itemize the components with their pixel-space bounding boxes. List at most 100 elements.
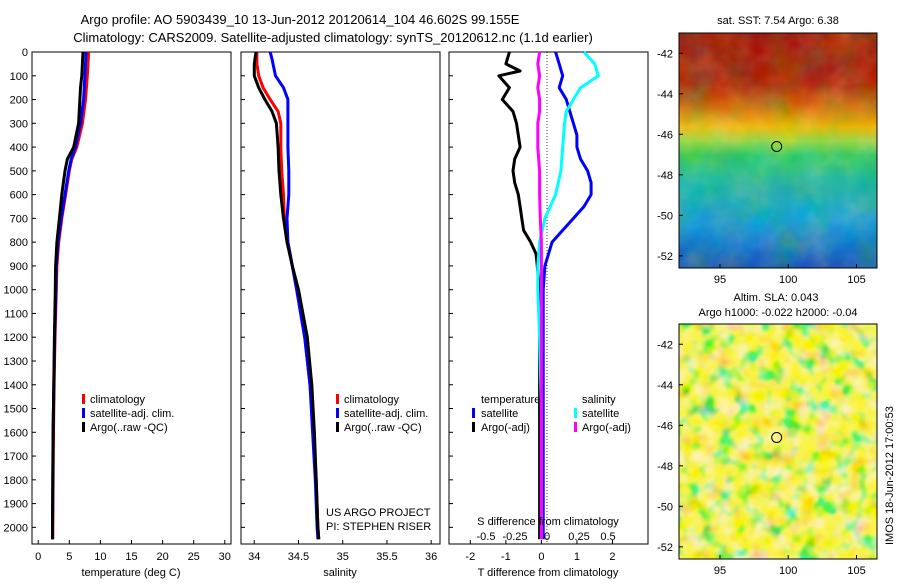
- legend-label-satellite: satellite-adj. clim.: [90, 408, 174, 420]
- sst-map-panel: sat. SST: 7.54 Argo: 6.38 95 100 105 -42 -44…: [657, 15, 878, 286]
- temperature-x-label: temperature (deg C): [81, 567, 180, 579]
- title-line-2: Climatology: CARS2009. Satellite-adjuste…: [73, 30, 593, 45]
- salinity-legend: climatology satellite-adj. clim. Argo(..…: [336, 394, 428, 434]
- x-tick-label: -1: [501, 551, 511, 563]
- legend-label-t-satellite: satellite: [481, 408, 518, 420]
- depth-tick-label: 2000: [4, 522, 28, 534]
- series-salinity-argo-adj-: [536, 51, 543, 540]
- series-climatology: [51, 51, 91, 540]
- sla-map-title-1: Altim. SLA: 0.043: [734, 292, 819, 304]
- pi-annotation: PI: STEPHEN RISER: [326, 521, 431, 533]
- sst-map-axes: 95 100 105 -42 -44 -46 -48 -50 -52: [657, 48, 866, 286]
- x-tick-label: 1: [574, 551, 580, 563]
- project-annotation: US ARGO PROJECT: [326, 507, 431, 519]
- map-y-tick-label: -46: [657, 129, 673, 141]
- temperature-legend: climatology satellite-adj. clim. Argo(..…: [82, 394, 174, 434]
- legend-swatch-argo: [336, 422, 339, 432]
- x-tick-label: 35.5: [376, 551, 397, 563]
- legend-swatch-t-argo: [472, 422, 475, 432]
- argo-location-marker: [771, 432, 783, 443]
- legend-label-satellite: satellite-adj. clim.: [344, 408, 428, 420]
- s-diff-tick-label: -0.5: [477, 531, 496, 543]
- x-tick-label: 34.5: [288, 551, 309, 563]
- legend-header-temperature: temperature: [481, 394, 540, 406]
- depth-tick-label: 1600: [4, 427, 28, 439]
- temperature-x-axis: 0 5 10 15 20 25 30: [35, 540, 231, 563]
- legend-label-climatology: climatology: [344, 394, 400, 406]
- s-diff-tick-label: 0.5: [600, 531, 615, 543]
- map-x-tick-label: 105: [847, 565, 865, 577]
- x-tick-label: 0: [538, 551, 544, 563]
- depth-tick-label: 1700: [4, 451, 28, 463]
- sla-heatmap: [679, 324, 877, 559]
- map-y-tick-label: -44: [657, 89, 673, 101]
- difference-panel: -2 -1 0 1 2 -0.5 -0.25 0 0.25 0.5 T difference f…: [448, 50, 649, 579]
- sla-map-frame: [678, 323, 878, 560]
- x-tick-label: 2: [609, 551, 615, 563]
- map-y-tick-label: -42: [657, 339, 673, 351]
- depth-tick-label: 100: [10, 71, 28, 83]
- difference-legend: temperature salinity satellite Argo(-adj…: [472, 394, 631, 434]
- x-tick-label: 0: [35, 551, 41, 563]
- map-x-tick-label: 100: [779, 565, 797, 577]
- sst-texture: [679, 33, 877, 268]
- x-tick-label: 35: [337, 551, 349, 563]
- salinity-axes-frame: [240, 51, 441, 545]
- depth-tick-label: 1800: [4, 475, 28, 487]
- depth-axis: 0 100 200 300 400 500 600 700 800 900 1000 1100 1200…: [4, 47, 36, 534]
- difference-axes-frame: [448, 51, 649, 545]
- salinity-x-axis: 34 34.5 35 35.5 36: [248, 540, 437, 563]
- temperature-series: [51, 51, 91, 540]
- salinity-diff-axis: -0.5 -0.25 0 0.25 0.5: [477, 531, 616, 543]
- map-x-tick-label: 95: [714, 565, 726, 577]
- depth-tick-label: 1100: [4, 308, 28, 320]
- temperature-axes-frame: [31, 51, 232, 545]
- title-line-1: Argo profile: AO 5903439_10 13-Jun-2012 …: [81, 12, 520, 27]
- legend-header-salinity: salinity: [582, 394, 616, 406]
- sst-heatmap: [679, 33, 877, 268]
- s-diff-tick-label: 0.25: [568, 531, 589, 543]
- series-satellite-adj-clim-: [268, 51, 320, 540]
- x-tick-label: 30: [219, 551, 231, 563]
- depth-tick-label: 500: [10, 166, 28, 178]
- legend-swatch-satellite: [82, 408, 85, 418]
- map-y-tick-label: -52: [657, 542, 673, 554]
- s-difference-label: S difference from climatology: [477, 516, 619, 528]
- x-tick-label: 36: [425, 551, 437, 563]
- series-argo-raw-qc-: [252, 51, 321, 540]
- x-tick-label: 20: [156, 551, 168, 563]
- depth-tick-label: 0: [22, 47, 28, 59]
- depth-tick-label: 1500: [4, 404, 28, 416]
- legend-swatch-s-argo: [574, 422, 577, 432]
- legend-label-s-argo: Argo(-adj): [582, 422, 631, 434]
- series-temperature-satellite: [541, 51, 593, 540]
- map-y-tick-label: -50: [657, 210, 673, 222]
- depth-tick-label: 1400: [4, 380, 28, 392]
- argo-location-marker: [771, 141, 783, 152]
- salinity-x-label: salinity: [323, 567, 357, 579]
- difference-x-label: T difference from climatology: [478, 567, 619, 579]
- map-y-tick-label: -42: [657, 48, 673, 60]
- sst-map-title: sat. SST: 7.54 Argo: 6.38: [717, 15, 839, 27]
- series-argo-raw-qc-: [51, 51, 85, 540]
- s-diff-tick-label: -0.25: [502, 531, 527, 543]
- sla-map-title-2: Argo h1000: -0.022 h2000: -0.04: [698, 307, 857, 319]
- difference-x-axis: -2 -1 0 1 2: [465, 540, 616, 563]
- legend-label-t-argo: Argo(-adj): [481, 422, 530, 434]
- temperature-panel: 0100200300400500600700800900100011001200…: [4, 47, 232, 579]
- legend-swatch-climatology: [336, 394, 339, 404]
- salinity-series: [241, 51, 321, 540]
- x-tick-label: 5: [66, 551, 72, 563]
- depth-tick-label: 200: [10, 95, 28, 107]
- sst-map-frame: [678, 32, 878, 269]
- x-tick-label: 15: [125, 551, 137, 563]
- depth-tick-label: 900: [10, 261, 28, 273]
- map-y-tick-label: -50: [657, 501, 673, 513]
- sla-map-panel: Altim. SLA: 0.043 Argo h1000: -0.022 h20…: [657, 292, 878, 577]
- legend-swatch-s-satellite: [574, 408, 577, 418]
- map-y-tick-label: -52: [657, 251, 673, 263]
- map-x-tick-label: 100: [779, 274, 797, 286]
- sla-map-axes: 95 100 105 -42 -44 -46 -48 -50 -52: [657, 339, 866, 577]
- map-y-tick-label: -44: [657, 380, 673, 392]
